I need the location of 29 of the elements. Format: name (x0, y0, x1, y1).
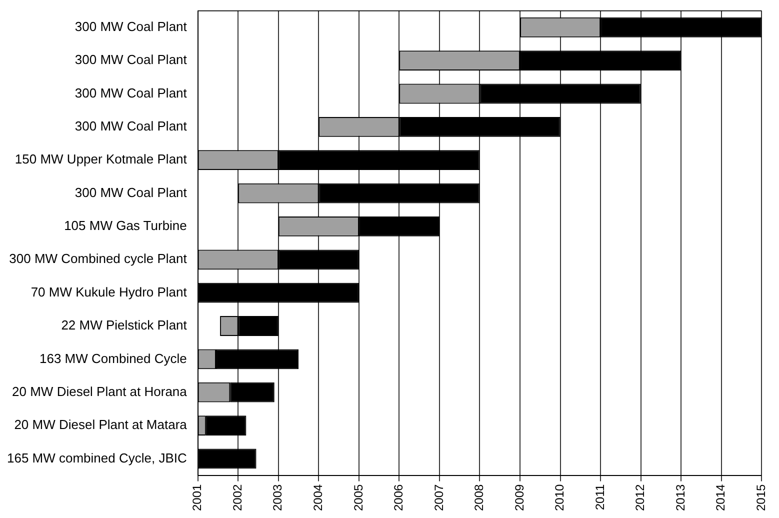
x-tick-label: 2013 (673, 484, 688, 512)
y-tick-label: 300 MW Coal Plant (74, 184, 188, 200)
x-tick-label: 2015 (754, 484, 768, 512)
y-tick-label: 300 MW Combined cycle Plant (9, 251, 188, 266)
x-tick-label: 2012 (633, 484, 648, 512)
y-tick-label: 300 MW Coal Plant (74, 118, 188, 134)
x-tick-label: 2002 (230, 484, 244, 512)
x-tick-label: 2005 (351, 484, 366, 512)
x-tick-label: 2006 (392, 484, 406, 512)
y-tick-label: 163 MW Combined Cycle (40, 350, 187, 366)
y-tick-label: 165 MW combined Cycle, JBIC (6, 450, 187, 466)
y-tick-label: 150 MW Upper Kotmale Plant (14, 152, 188, 167)
x-tick-label: 2009 (512, 484, 526, 512)
y-tick-label: 20 MW Diesel Plant at Matara (14, 417, 188, 432)
y-tick-label: 300 MW Coal Plant (74, 52, 188, 68)
y-tick-label: 70 MW Kukule Hydro Plant (30, 284, 188, 300)
y-tick-label: 300 MW Coal Plant (74, 85, 188, 100)
x-tick-label: 2014 (714, 484, 728, 512)
y-tick-label: 300 MW Coal Plant (74, 18, 188, 34)
x-tick-label: 2001 (190, 484, 204, 512)
y-tick-label: 20 MW Diesel Plant at Horana (12, 384, 188, 399)
x-tick-label: 2003 (270, 484, 285, 512)
y-tick-label: 22 MW Pielstick Plant (61, 318, 188, 333)
x-tick-label: 2007 (432, 484, 446, 512)
x-tick-label: 2011 (592, 484, 607, 510)
x-tick-label: 2008 (472, 484, 486, 512)
x-tick-label: 2010 (552, 484, 567, 512)
x-tick-label: 2004 (311, 484, 325, 512)
y-tick-label: 105 MW Gas Turbine (64, 218, 187, 234)
